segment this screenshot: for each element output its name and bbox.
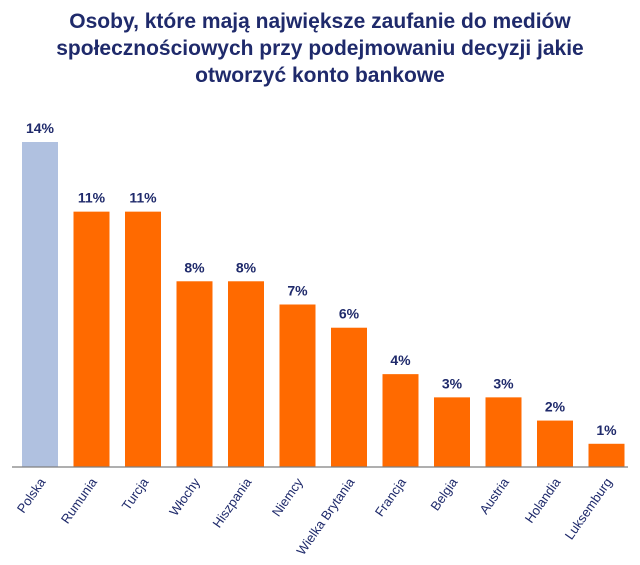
tick-label-rumunia: Rumunia — [58, 474, 101, 526]
bar-wielka-brytania — [331, 327, 367, 467]
value-label-rumunia: 11% — [78, 190, 106, 206]
tick-label-holandia: Holandia — [522, 474, 564, 525]
value-label-wielka-brytania: 6% — [339, 306, 360, 322]
value-label-niemcy: 7% — [287, 283, 308, 299]
chart-title: Osoby, które mają największe zaufanie do… — [56, 10, 584, 87]
value-label-austria: 3% — [493, 375, 514, 391]
bar-rumunia — [73, 211, 110, 467]
bar-niemcy — [279, 304, 316, 467]
tick-labels-group: Polska Rumunia Turcja Włochy Hiszpania Niemcy… — [14, 474, 615, 557]
value-label-polska: 14% — [26, 120, 55, 136]
bar-belgia — [434, 397, 470, 467]
bar-turcja — [125, 211, 161, 467]
value-label-francja: 4% — [390, 352, 411, 368]
bar-polska — [22, 142, 58, 467]
value-labels-group: 14% 11% 11% 8% 8% 7% 6% 4% 3% 3% 2% 1% — [26, 120, 617, 438]
tick-label-luksemburg: Luksemburg — [562, 475, 615, 542]
value-label-hiszpania: 8% — [236, 259, 257, 275]
tick-label-wlochy: Włochy — [166, 475, 203, 519]
tick-label-hiszpania: Hiszpania — [209, 474, 254, 530]
bars-group — [22, 142, 625, 467]
tick-label-niemcy: Niemcy — [269, 475, 306, 520]
tick-label-polska: Polska — [14, 474, 49, 515]
tick-label-turcja: Turcja — [119, 474, 152, 512]
bar-wlochy — [176, 281, 213, 467]
bar-austria — [485, 397, 522, 467]
tick-label-belgia: Belgia — [427, 474, 460, 513]
value-label-luksemburg: 1% — [596, 422, 617, 438]
value-label-wlochy: 8% — [184, 259, 205, 275]
bar-hiszpania — [228, 281, 264, 467]
value-label-belgia: 3% — [442, 375, 463, 391]
tick-label-francja: Francja — [372, 474, 410, 519]
value-label-holandia: 2% — [545, 399, 566, 415]
tick-label-austria: Austria — [476, 474, 512, 516]
bar-francja — [382, 374, 419, 467]
bar-holandia — [537, 420, 573, 467]
bar-luksemburg — [588, 443, 625, 467]
value-label-turcja: 11% — [129, 190, 157, 206]
